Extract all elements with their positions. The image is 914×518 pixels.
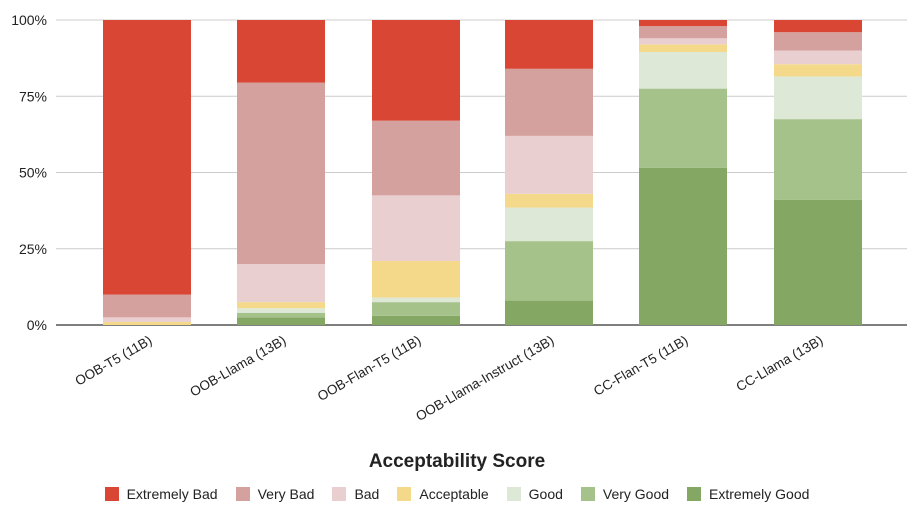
bar-segment-acceptable bbox=[372, 260, 460, 298]
legend: Extremely Bad Very Bad Bad Acceptable Good Ve… bbox=[0, 486, 914, 502]
bar-segment-very-bad bbox=[639, 26, 727, 39]
bar-segment-extremely-bad bbox=[639, 20, 727, 27]
legend-label: Good bbox=[528, 486, 563, 502]
legend-label: Very Good bbox=[602, 486, 670, 502]
bar-segment-extremely-bad bbox=[237, 20, 325, 83]
x-axis-ticks: OOB-T5 (11B) OOB-Llama (13B) OOB-Flan-T5 (… bbox=[72, 333, 825, 424]
x-axis-title: Acceptability Score bbox=[368, 451, 546, 472]
bars bbox=[103, 20, 862, 325]
legend-item: Extremely Good bbox=[687, 486, 809, 502]
legend-swatch bbox=[397, 487, 412, 501]
legend-swatch bbox=[506, 487, 521, 501]
bar-segment-good bbox=[372, 297, 460, 303]
bar-stack bbox=[505, 20, 593, 325]
bar-stack bbox=[774, 20, 862, 325]
y-tick-label: 0% bbox=[27, 317, 47, 333]
legend-label: Acceptable bbox=[419, 486, 489, 502]
y-tick-label: 75% bbox=[19, 88, 47, 104]
bar-stack bbox=[103, 20, 191, 325]
bar-segment-extremely-bad bbox=[372, 20, 460, 121]
legend-label: Extremely Bad bbox=[126, 486, 218, 502]
legend-swatch bbox=[687, 487, 702, 501]
legend-swatch bbox=[104, 487, 119, 501]
bar-segment-extremely-good bbox=[639, 167, 727, 325]
bar-segment-acceptable bbox=[774, 64, 862, 77]
bar-segment-bad bbox=[103, 317, 191, 322]
bar-segment-acceptable bbox=[237, 302, 325, 309]
bar-segment-extremely-bad bbox=[505, 20, 593, 69]
x-tick-label: OOB-Llama (13B) bbox=[187, 333, 288, 400]
legend-swatch bbox=[332, 487, 347, 501]
bar-segment-very-good bbox=[237, 312, 325, 318]
bar-segment-very-good bbox=[639, 88, 727, 168]
bar-segment-very-good bbox=[774, 119, 862, 200]
legend-label: Extremely Good bbox=[709, 486, 810, 502]
bar-segment-good bbox=[505, 207, 593, 242]
bar-segment-extremely-good bbox=[505, 300, 593, 325]
bar-segment-very-bad bbox=[505, 68, 593, 136]
bar-segment-very-bad bbox=[372, 120, 460, 196]
legend-item: Good bbox=[506, 486, 563, 502]
gridlines bbox=[56, 19, 907, 326]
y-tick-label: 100% bbox=[11, 12, 47, 28]
bar-segment-extremely-good bbox=[237, 317, 325, 325]
bar-segment-very-good bbox=[505, 241, 593, 301]
bar-segment-bad bbox=[639, 38, 727, 45]
legend-item: Very Good bbox=[580, 486, 670, 502]
bar-segment-acceptable bbox=[103, 321, 191, 325]
bar-segment-very-bad bbox=[103, 294, 191, 318]
bar-segment-very-good bbox=[372, 302, 460, 316]
bar-segment-good bbox=[774, 76, 862, 120]
legend-label: Very Bad bbox=[257, 486, 315, 502]
bar-segment-extremely-bad bbox=[774, 20, 862, 33]
bar-stack bbox=[237, 20, 325, 325]
x-tick-label: CC-Flan-T5 (11B) bbox=[591, 333, 691, 399]
bar-segment-extremely-good bbox=[774, 199, 862, 325]
x-tick-label: CC-Llama (13B) bbox=[734, 333, 826, 395]
legend-item: Very Bad bbox=[235, 486, 315, 502]
bar-segment-bad bbox=[237, 264, 325, 303]
bar-stack bbox=[639, 20, 727, 325]
legend-swatch bbox=[235, 487, 250, 501]
bar-segment-very-bad bbox=[237, 82, 325, 265]
bar-segment-acceptable bbox=[639, 44, 727, 53]
bar-segment-bad bbox=[774, 50, 862, 65]
bar-segment-acceptable bbox=[505, 193, 593, 208]
y-tick-label: 50% bbox=[19, 165, 47, 181]
legend-item: Bad bbox=[332, 486, 379, 502]
legend-label: Bad bbox=[354, 486, 380, 502]
bar-segment-extremely-good bbox=[372, 315, 460, 325]
bar-segment-extremely-bad bbox=[103, 20, 191, 295]
y-tick-label: 25% bbox=[19, 241, 47, 257]
legend-item: Extremely Bad bbox=[104, 486, 218, 502]
x-tick-label: OOB-T5 (11B) bbox=[72, 333, 154, 389]
x-tick-label: OOB-Llama-Instruct (13B) bbox=[413, 333, 556, 424]
y-axis-ticks: 0% 25% 50% 75% 100% bbox=[11, 12, 47, 333]
x-tick-label: OOB-Flan-T5 (11B) bbox=[315, 333, 424, 404]
bar-segment-very-bad bbox=[774, 32, 862, 51]
bar-segment-bad bbox=[372, 195, 460, 261]
bar-segment-good bbox=[639, 52, 727, 89]
legend-item: Acceptable bbox=[397, 486, 489, 502]
bar-segment-good bbox=[237, 308, 325, 313]
bar-segment-bad bbox=[505, 135, 593, 194]
legend-swatch bbox=[580, 487, 595, 501]
bar-stack bbox=[372, 20, 460, 325]
